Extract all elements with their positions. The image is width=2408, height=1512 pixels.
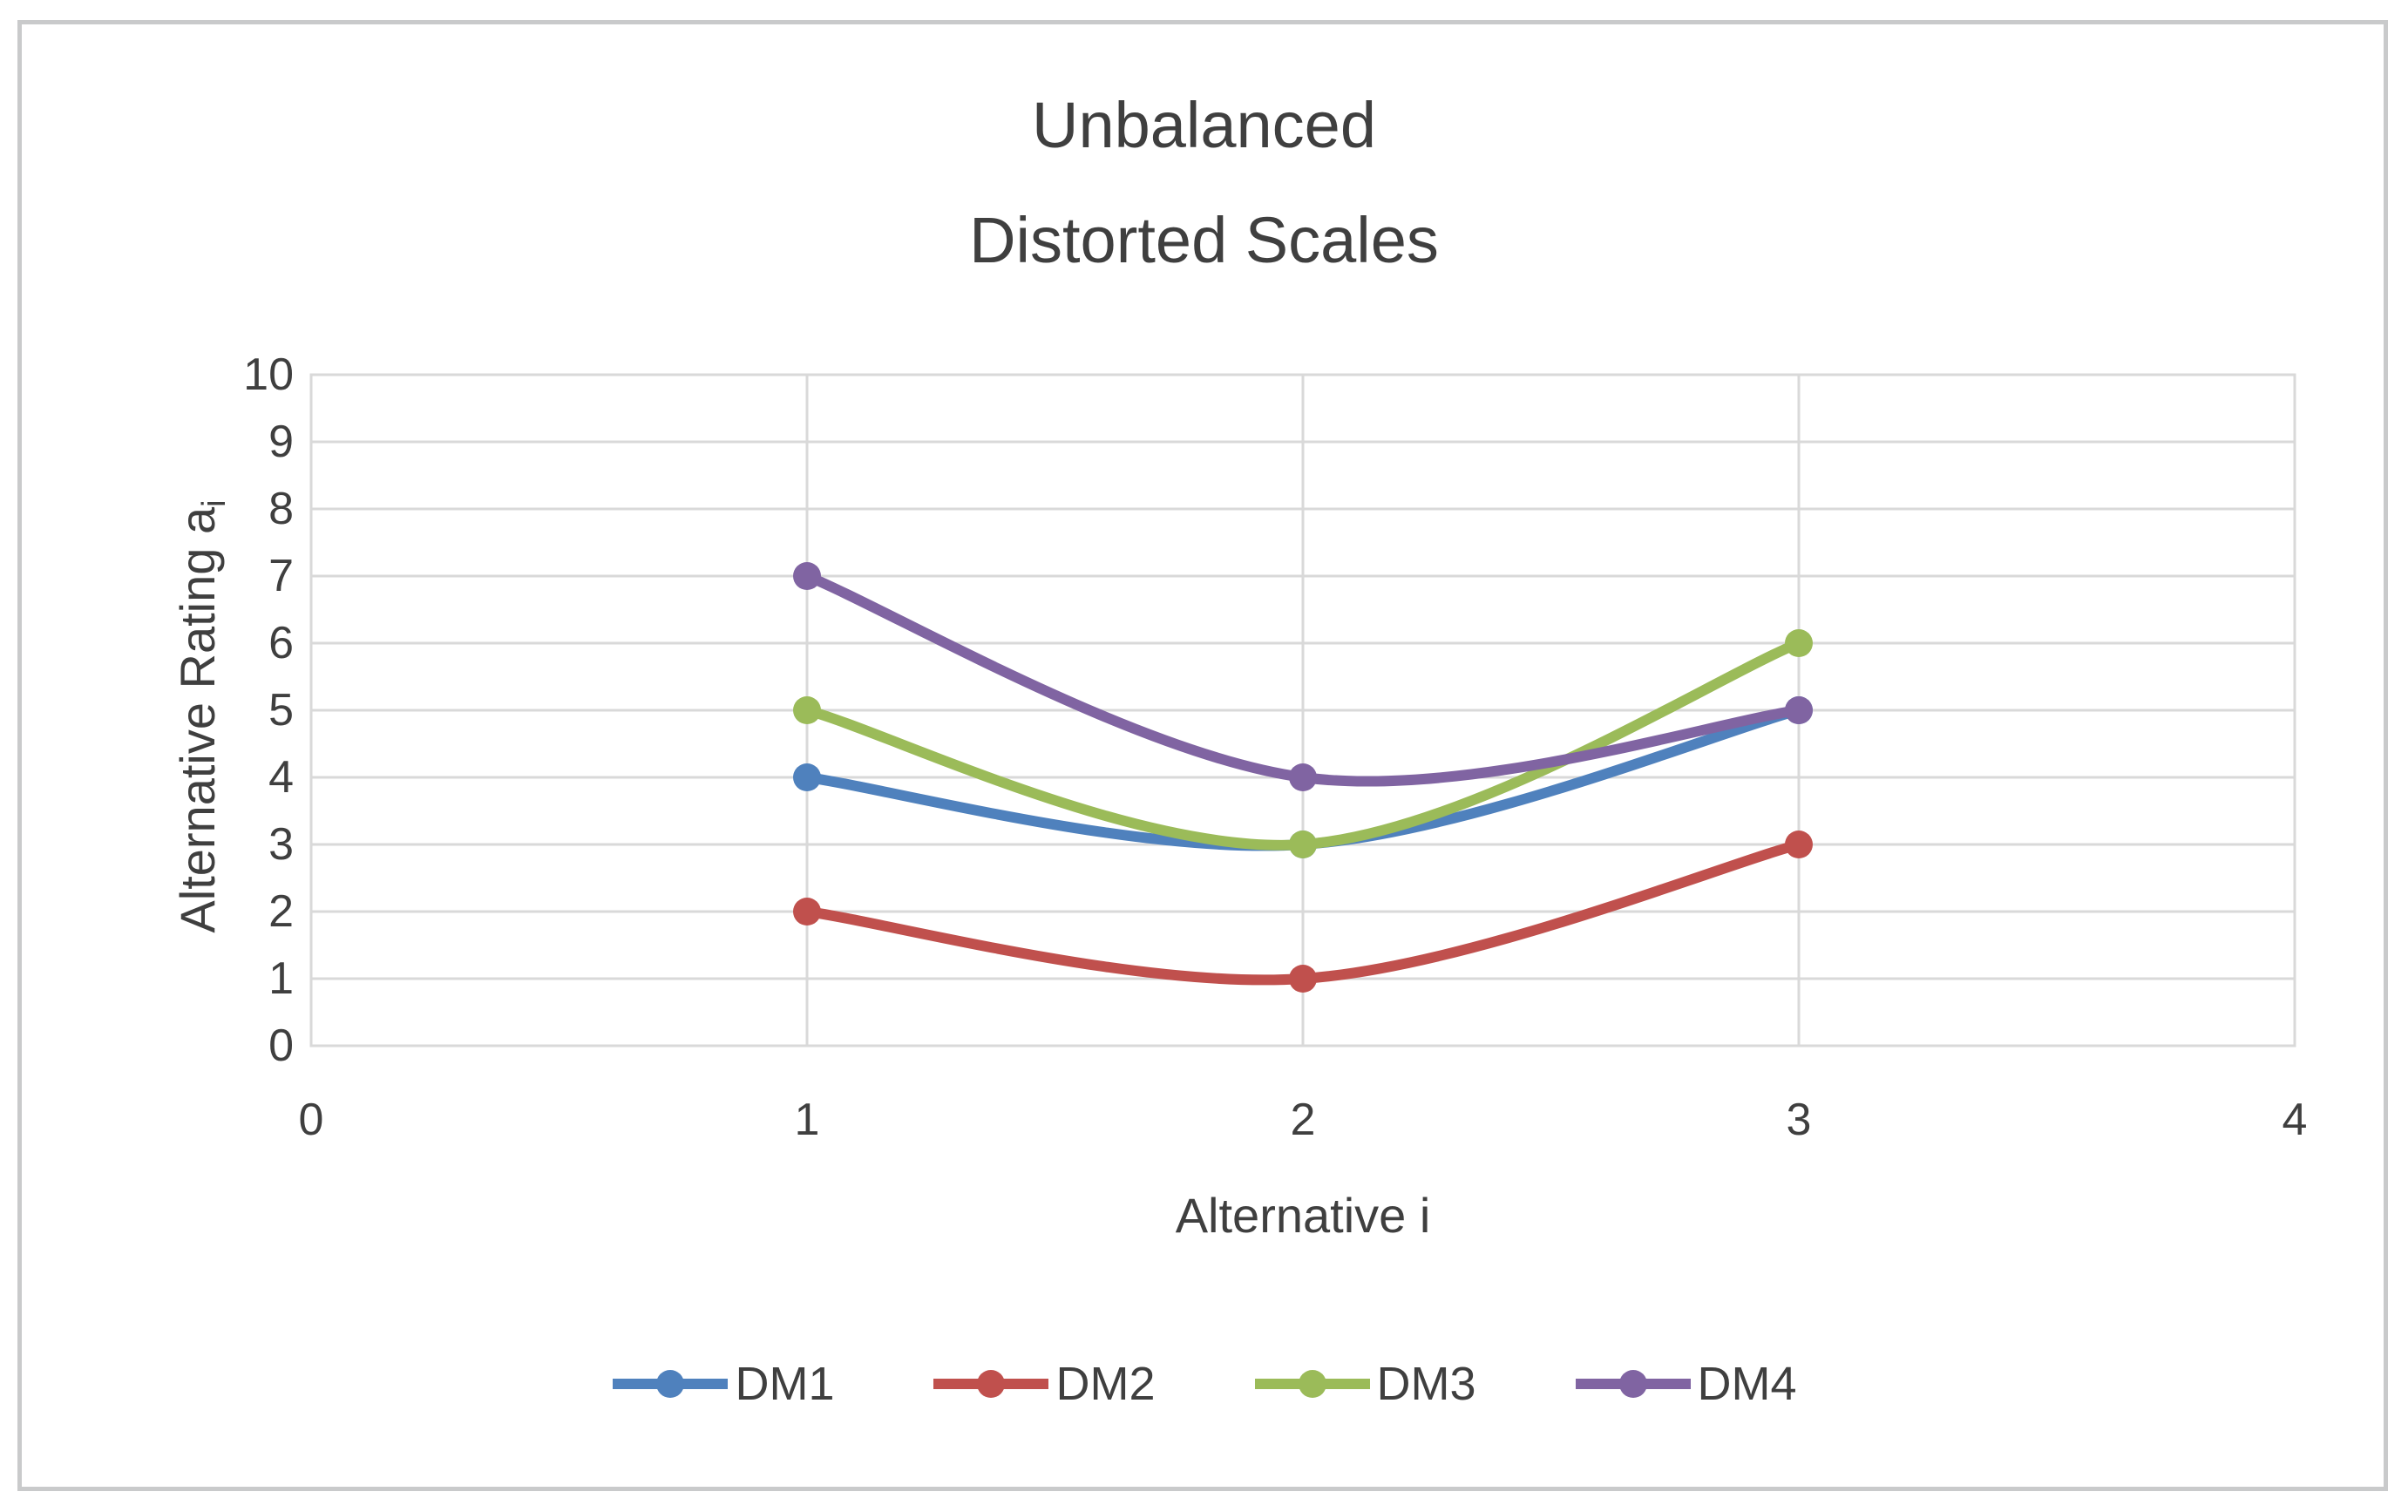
legend-label-DM4: DM4 [1697,1358,1797,1410]
legend-label-DM1: DM1 [735,1358,835,1410]
data-point-DM2 [1785,831,1813,858]
data-point-DM3 [1785,629,1813,657]
legend-item-DM4: DM4 [1574,1357,1797,1411]
y-tick-label-0: 0 [268,1020,294,1071]
chart-title: Unbalanced Distorted Scales [0,68,2408,298]
y-tick-label-8: 8 [268,484,294,534]
legend-marker-icon-DM2 [933,1370,1049,1398]
x-tick-label-0: 0 [298,1095,324,1145]
chart-title-line-2: Distorted Scales [969,204,1439,276]
x-tick-label-3: 3 [1786,1095,1812,1145]
data-point-DM2 [1289,965,1317,993]
data-point-DM4 [1289,763,1317,791]
legend-item-DM1: DM1 [611,1357,834,1411]
data-point-DM1 [793,763,821,791]
legend-marker-icon-DM3 [1254,1370,1370,1398]
legend-label-DM2: DM2 [1055,1358,1156,1410]
legend-item-DM3: DM3 [1253,1357,1476,1411]
chart-legend: DM1 DM2 DM3 DM4 [0,1349,2408,1419]
legend-label-DM3: DM3 [1376,1358,1476,1410]
y-tick-label-3: 3 [268,819,294,870]
x-axis-title: Alternative i [1175,1188,1431,1243]
legend-marker-icon-DM4 [1575,1370,1691,1398]
data-point-DM4 [793,562,821,590]
x-tick-label-2: 2 [1290,1095,1316,1145]
y-tick-label-5: 5 [268,685,294,736]
y-tick-label-1: 1 [268,953,294,1004]
legend-item-DM2: DM2 [932,1357,1156,1411]
x-tick-label-4: 4 [2282,1095,2308,1145]
data-point-DM3 [793,696,821,724]
y-tick-label-4: 4 [268,752,294,803]
y-tick-label-7: 7 [268,551,294,601]
legend-dot-DM4 [1618,1370,1647,1398]
data-point-DM3 [1289,831,1317,858]
y-tick-label-9: 9 [268,417,294,467]
data-point-DM4 [1785,696,1813,724]
y-tick-label-6: 6 [268,618,294,668]
x-tick-label-1: 1 [794,1095,820,1145]
data-point-DM2 [793,898,821,926]
legend-dot-DM1 [656,1370,685,1398]
legend-marker-icon-DM1 [613,1370,729,1398]
plot-border [309,373,2296,1048]
y-tick-label-2: 2 [268,886,294,937]
y-tick-label-10: 10 [243,349,294,400]
chart-title-line-1: Unbalanced [1032,89,1376,161]
legend-dot-DM2 [977,1370,1006,1398]
legend-dot-DM3 [1298,1370,1326,1398]
